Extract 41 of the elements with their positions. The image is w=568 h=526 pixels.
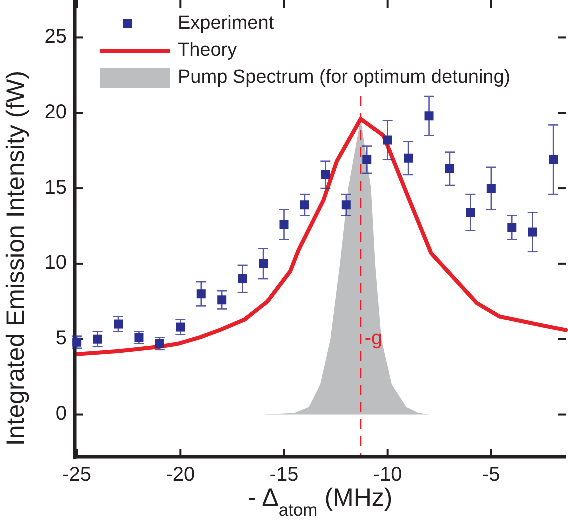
- point: [445, 164, 454, 174]
- legend-label: Theory: [178, 40, 238, 62]
- point: [134, 333, 144, 342]
- legend-label: Pump Spectrum (for optimum detuning): [178, 67, 511, 88]
- y-tick-label: 5: [56, 328, 67, 350]
- y-axis-title: Integrated Emission Intensity (fW): [2, 70, 30, 446]
- point: [259, 259, 268, 268]
- y-tick-label: 10: [44, 252, 67, 274]
- point: [280, 220, 289, 230]
- point: [404, 154, 414, 163]
- point: [218, 296, 227, 305]
- point: [155, 339, 164, 348]
- point: [72, 338, 82, 347]
- point: [196, 290, 206, 299]
- point: [93, 334, 102, 344]
- legend-label: Experiment: [178, 13, 275, 34]
- y-tick-label: 15: [44, 176, 67, 199]
- point: [549, 155, 558, 164]
- x-tick-label: -10: [373, 464, 402, 486]
- point: [486, 184, 496, 194]
- point: [300, 200, 310, 210]
- point: [362, 155, 372, 164]
- point: [176, 322, 186, 332]
- ref-line-label: -g: [364, 328, 383, 350]
- point: [466, 208, 476, 218]
- y-tick-label: 20: [44, 101, 67, 124]
- point: [342, 200, 351, 210]
- point: [321, 170, 330, 180]
- x-tick-label: -25: [62, 464, 92, 486]
- y-tick-label: 0: [56, 403, 67, 426]
- point: [424, 112, 434, 121]
- x-tick-label: -20: [166, 464, 196, 486]
- point: [508, 223, 517, 232]
- point: [114, 320, 124, 329]
- x-tick-label: -15: [270, 464, 299, 486]
- point: [528, 228, 538, 237]
- point: [383, 136, 392, 145]
- y-tick-label: 25: [44, 26, 67, 48]
- x-tick-label: -5: [482, 464, 500, 486]
- point: [238, 274, 248, 284]
- x-axis-title: - Δ$_{atom}$ (MHz): [248, 484, 393, 520]
